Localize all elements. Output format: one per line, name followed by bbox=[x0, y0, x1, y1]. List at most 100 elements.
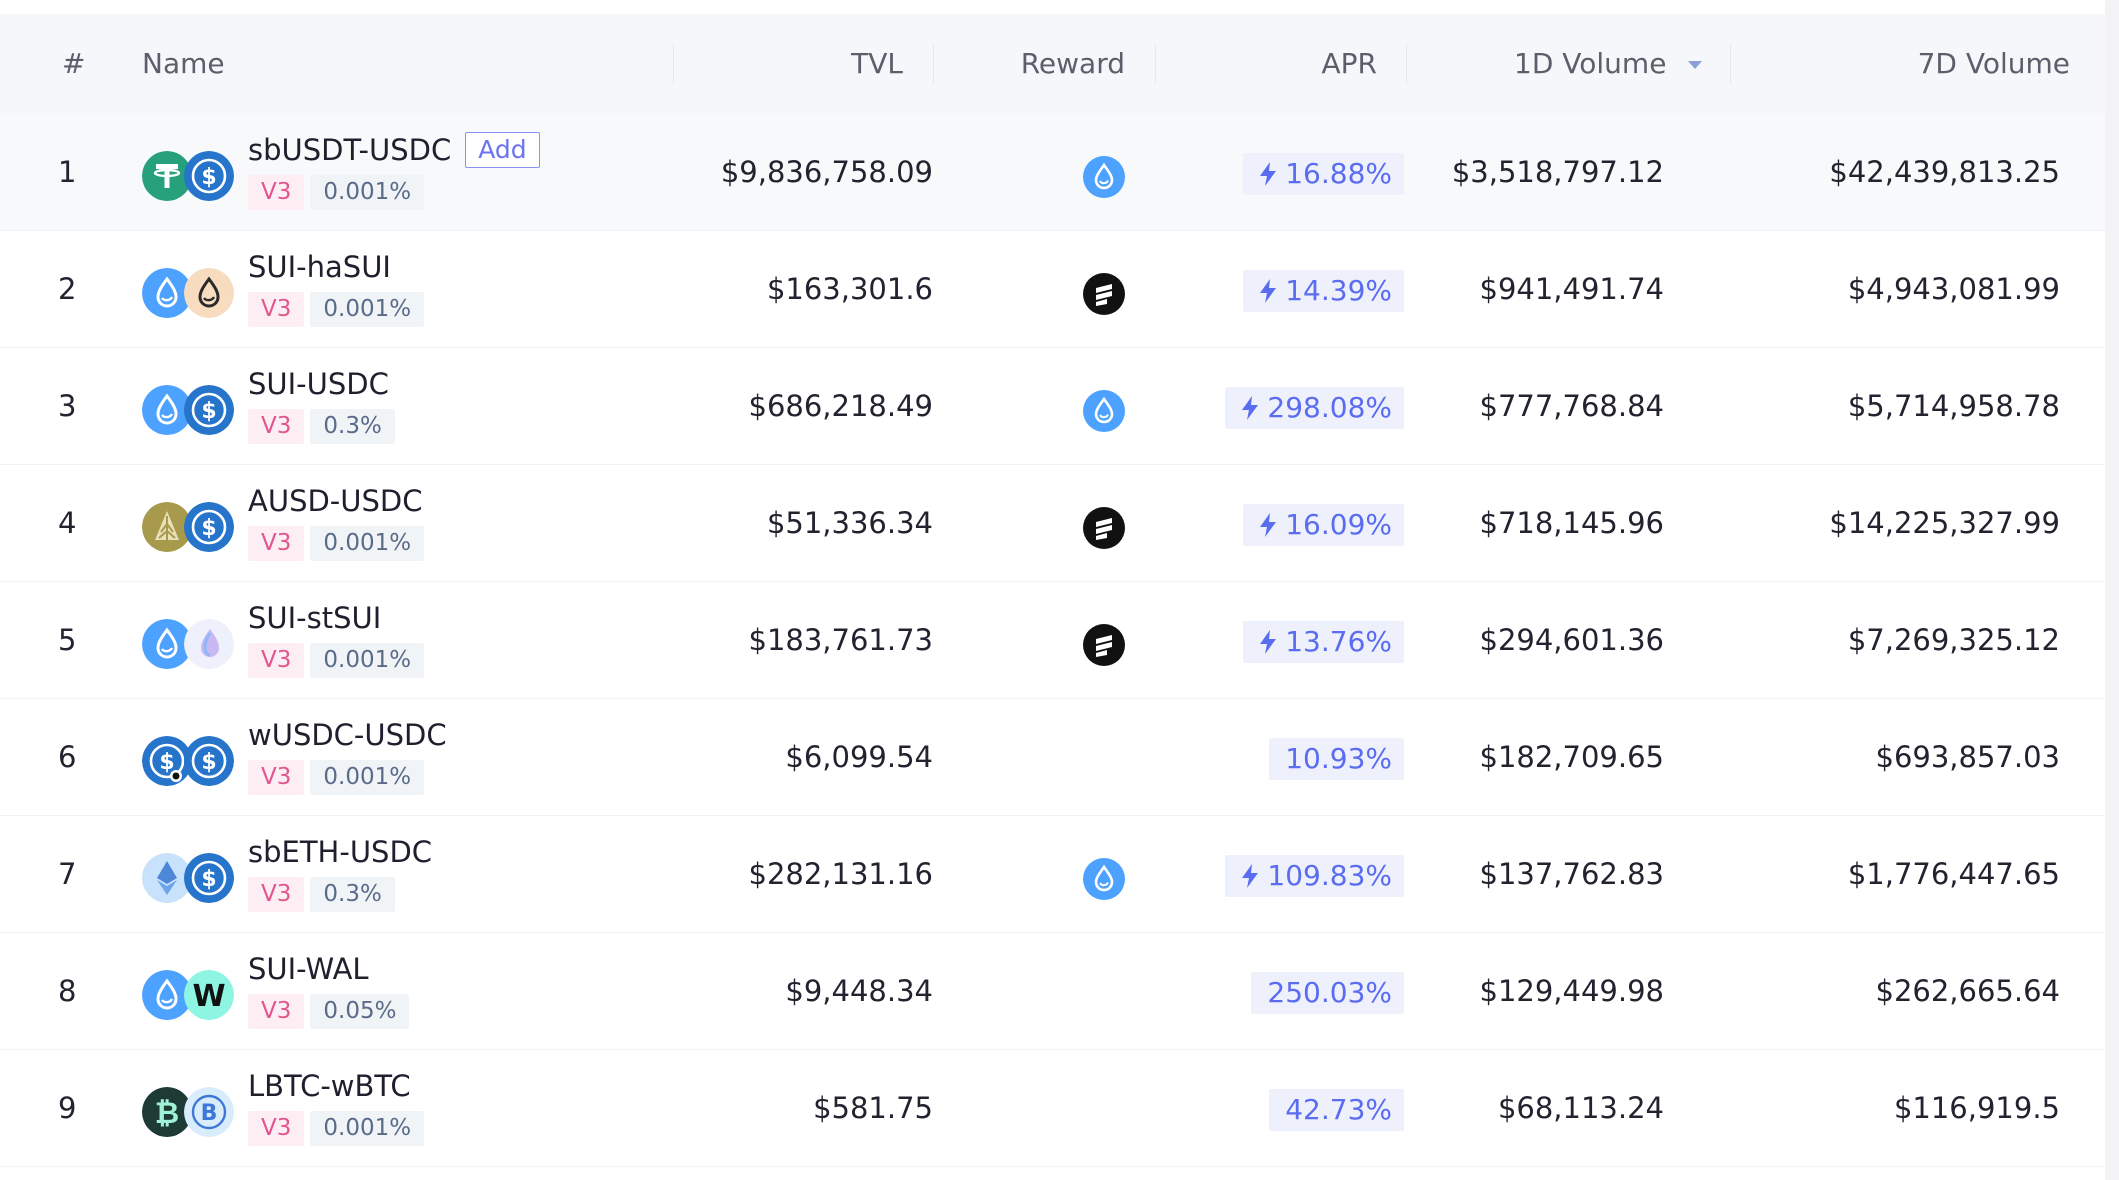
pool-name-label[interactable]: SUI-haSUI bbox=[248, 250, 391, 284]
pool-name[interactable]: AUSD-USDC bbox=[248, 483, 422, 519]
apr-cell[interactable]: 16.88% bbox=[1243, 114, 1404, 230]
table-row[interactable]: 5 SUI-stSUI V3 0.001% $183,761.73 13.76% $294,… bbox=[0, 582, 2105, 699]
tvl-value: $9,836,758.09 bbox=[720, 155, 933, 189]
pool-name[interactable]: wUSDC-USDC bbox=[248, 717, 447, 753]
table-row[interactable]: 8 W SUI-WAL V3 0.05% $9,448.34 250.03% $129,449… bbox=[0, 933, 2105, 1050]
pool-tags: V3 0.05% bbox=[248, 994, 415, 1029]
pool-tags: V3 0.001% bbox=[248, 760, 430, 795]
tvl-value: $282,131.16 bbox=[748, 857, 934, 891]
fee-tier-badge: 0.001% bbox=[310, 175, 425, 210]
usdc-icon: $ bbox=[184, 736, 234, 786]
fee-tier-badge: 0.001% bbox=[310, 760, 425, 795]
version-badge: V3 bbox=[248, 994, 305, 1029]
tvl-value: $6,099.54 bbox=[785, 740, 933, 774]
volume-1d-value: $182,709.65 bbox=[1479, 740, 1665, 774]
svg-text:$: $ bbox=[159, 750, 174, 775]
header-name[interactable]: Name bbox=[142, 47, 225, 80]
boost-bolt-icon bbox=[1260, 162, 1277, 186]
pool-name-label[interactable]: SUI-USDC bbox=[248, 367, 389, 401]
volume-7d-value: $42,439,813.25 bbox=[1829, 155, 2060, 189]
row-index: 5 bbox=[58, 623, 77, 657]
apr-cell[interactable]: 10.93% bbox=[1269, 699, 1404, 815]
pool-name[interactable]: LBTC-wBTC bbox=[248, 1068, 411, 1104]
apr-badge[interactable]: 10.93% bbox=[1269, 738, 1404, 780]
apr-badge[interactable]: 109.83% bbox=[1225, 855, 1404, 897]
pool-name[interactable]: SUI-USDC bbox=[248, 366, 389, 402]
apr-badge[interactable]: 16.88% bbox=[1243, 153, 1404, 195]
pool-name-label[interactable]: AUSD-USDC bbox=[248, 484, 423, 518]
pool-name-label[interactable]: sbETH-USDC bbox=[248, 835, 433, 869]
apr-badge[interactable]: 298.08% bbox=[1225, 387, 1404, 429]
tvl-value: $581.75 bbox=[813, 1091, 933, 1125]
boost-bolt-icon bbox=[1260, 279, 1277, 303]
row-index: 1 bbox=[58, 155, 77, 189]
apr-cell[interactable]: 14.39% bbox=[1243, 231, 1404, 347]
version-badge: V3 bbox=[248, 175, 305, 210]
version-badge: V3 bbox=[248, 643, 305, 678]
table-row[interactable]: 3 $ SUI-USDC V3 0.3% $686,218.49 298.08% $777,7… bbox=[0, 348, 2105, 465]
table-row[interactable]: 7 $ sbETH-USDC V3 0.3% $282,131.16 109.83% $137… bbox=[0, 816, 2105, 933]
header-apr[interactable]: APR bbox=[1321, 47, 1378, 80]
token-pair-icons: $ bbox=[142, 502, 236, 554]
volume-7d-value: $693,857.03 bbox=[1875, 740, 2061, 774]
wal-icon: W bbox=[184, 970, 234, 1020]
apr-badge[interactable]: 13.76% bbox=[1243, 621, 1404, 663]
apr-value: 10.93% bbox=[1285, 742, 1392, 775]
apr-cell[interactable]: 42.73% bbox=[1269, 1050, 1404, 1166]
boost-bolt-icon bbox=[1260, 513, 1277, 537]
token-pair-icons bbox=[142, 268, 236, 320]
header-vol1d[interactable]: 1D Volume bbox=[1514, 14, 1703, 114]
tvl-value: $9,448.34 bbox=[785, 974, 933, 1008]
pool-name-label[interactable]: wUSDC-USDC bbox=[248, 718, 447, 752]
pool-tags: V3 0.001% bbox=[248, 175, 430, 210]
usdt-icon bbox=[142, 151, 192, 201]
volume-7d-value: $14,225,327.99 bbox=[1829, 506, 2060, 540]
svg-text:$: $ bbox=[201, 399, 216, 424]
header-tvl[interactable]: TVL bbox=[851, 47, 903, 80]
pool-name[interactable]: sbETH-USDC bbox=[248, 834, 432, 870]
apr-cell[interactable]: 109.83% bbox=[1225, 816, 1404, 932]
scrollbar-track[interactable] bbox=[2105, 0, 2119, 1180]
apr-badge[interactable]: 250.03% bbox=[1251, 972, 1404, 1014]
wusdc-icon: $ bbox=[142, 736, 192, 786]
boost-bolt-icon bbox=[1260, 630, 1277, 654]
volume-1d-value: $941,491.74 bbox=[1479, 272, 1665, 306]
apr-cell[interactable]: 16.09% bbox=[1243, 465, 1404, 581]
table-row[interactable]: 1 $ sbUSDT-USDC Add V3 0.001% $9,836,758.09 16.… bbox=[0, 114, 2105, 231]
pool-name-label[interactable]: LBTC-wBTC bbox=[248, 1069, 411, 1103]
sui-icon bbox=[142, 385, 192, 435]
header-vol7d[interactable]: 7D Volume bbox=[1917, 47, 2070, 80]
pool-name-label[interactable]: SUI-WAL bbox=[248, 952, 369, 986]
pool-name[interactable]: SUI-stSUI bbox=[248, 600, 381, 636]
apr-badge[interactable]: 14.39% bbox=[1243, 270, 1404, 312]
pool-name-label[interactable]: sbUSDT-USDC bbox=[248, 133, 452, 167]
row-index: 6 bbox=[58, 740, 77, 774]
volume-1d-value: $68,113.24 bbox=[1497, 1091, 1664, 1125]
boost-bolt-icon bbox=[1242, 396, 1259, 420]
table-row[interactable]: 4 $ AUSD-USDC V3 0.001% $51,336.34 16.09% $718,… bbox=[0, 465, 2105, 582]
volume-1d-value: $777,768.84 bbox=[1479, 389, 1665, 423]
apr-cell[interactable]: 250.03% bbox=[1251, 933, 1404, 1049]
sort-desc-icon[interactable] bbox=[1688, 61, 1703, 69]
lbtc-icon: ₿ bbox=[142, 1087, 192, 1137]
pool-name[interactable]: SUI-WAL bbox=[248, 951, 369, 987]
apr-badge[interactable]: 16.09% bbox=[1243, 504, 1404, 546]
table-row[interactable]: 6 $ $ wUSDC-USDC V3 0.001% $6,099.54 10.93% $182… bbox=[0, 699, 2105, 816]
hasui-icon bbox=[184, 268, 234, 318]
token-pair-icons: $ bbox=[142, 151, 236, 203]
header-divider bbox=[1406, 44, 1407, 84]
header-reward: Reward bbox=[1020, 47, 1125, 80]
apr-badge[interactable]: 42.73% bbox=[1269, 1089, 1404, 1131]
pool-name[interactable]: sbUSDT-USDC Add bbox=[248, 132, 540, 168]
pool-name-label[interactable]: SUI-stSUI bbox=[248, 601, 382, 635]
volume-1d-value: $3,518,797.12 bbox=[1451, 155, 1664, 189]
table-row[interactable]: 2 SUI-haSUI V3 0.001% $163,301.6 14.39% $941,4… bbox=[0, 231, 2105, 348]
add-liquidity-button[interactable]: Add bbox=[465, 132, 540, 168]
pool-name[interactable]: SUI-haSUI bbox=[248, 249, 391, 285]
apr-cell[interactable]: 298.08% bbox=[1225, 348, 1404, 464]
table-row[interactable]: 9 ₿ B LBTC-wBTC V3 0.001% $581.75 42.73% $68,113… bbox=[0, 1050, 2105, 1167]
apr-cell[interactable]: 13.76% bbox=[1243, 582, 1404, 698]
volume-1d-value: $137,762.83 bbox=[1479, 857, 1665, 891]
apr-value: 298.08% bbox=[1267, 391, 1392, 424]
eth-icon bbox=[142, 853, 192, 903]
